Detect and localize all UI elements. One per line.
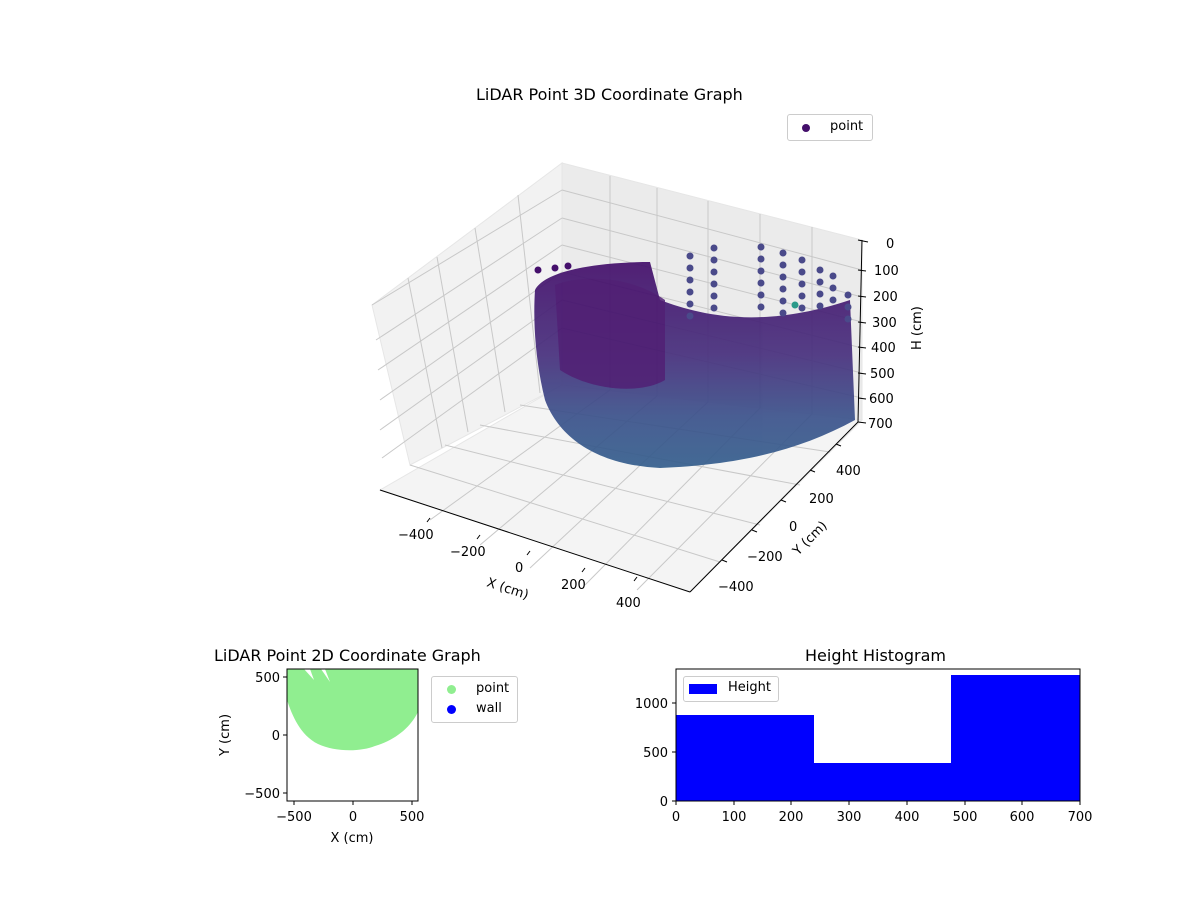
x-tick-label: 500	[400, 810, 425, 825]
legend-point-label: point	[830, 119, 864, 134]
x-tick-label: 0	[515, 561, 523, 576]
x-tick-label: 100	[722, 810, 747, 825]
x-tick-label: 300	[837, 810, 862, 825]
legend-wall-label: wall	[476, 701, 502, 716]
plot3d-title: LiDAR Point 3D Coordinate Graph	[476, 85, 743, 104]
hist-bar-2	[814, 763, 951, 801]
x-axis-label: X (cm)	[331, 831, 374, 846]
legend-point-label: point	[476, 681, 510, 696]
plot3d-legend: point	[787, 114, 873, 141]
legend-height-label: Height	[728, 680, 771, 695]
y-tick-label: 0	[789, 520, 797, 535]
z-tick-label: 500	[870, 367, 895, 382]
z-tick-label: 0	[886, 237, 894, 252]
x-tick-label: 200	[561, 578, 586, 593]
plot2d-title: LiDAR Point 2D Coordinate Graph	[214, 646, 481, 665]
x-tick-label: 400	[895, 810, 920, 825]
x-tick-label: −200	[450, 545, 486, 560]
x-tick-label: 700	[1068, 810, 1093, 825]
x-tick-label: −400	[398, 528, 434, 543]
x-tick-label: 0	[349, 810, 357, 825]
z-axis-label: H (cm)	[910, 306, 925, 350]
point-region	[287, 669, 418, 751]
y-tick-label: 1000	[635, 697, 668, 712]
hist-axes: 0 100 200 300 400 500 600 700 1000 500 0	[635, 668, 1093, 825]
y-axis-line	[689, 421, 859, 593]
z-tick-label: 200	[873, 290, 898, 305]
y-tick-label: 400	[836, 464, 861, 479]
plot2d-legend: point wall	[431, 676, 518, 723]
z-tick-label: 300	[872, 316, 897, 331]
y-axis-label: Y (cm)	[218, 714, 233, 757]
y-tick-label: −400	[718, 580, 754, 595]
x-tick-label: 400	[616, 596, 641, 611]
plot2d-axes: −500 0 500 500 0 −500 X (cm) Y (cm)	[218, 668, 425, 846]
hist-bar-3	[951, 675, 1080, 801]
x-tick-label: 0	[672, 810, 680, 825]
z-tick-label: 600	[869, 392, 894, 407]
y-tick-label: −200	[747, 550, 783, 565]
z-tick-label: 100	[874, 264, 899, 279]
plot3d-axes: −400 −200 0 200 400 −400 −200 0 200 400 …	[371, 162, 925, 611]
x-tick-label: 500	[953, 810, 978, 825]
y-tick-label: 0	[272, 729, 280, 744]
y-tick-label: −500	[244, 787, 280, 802]
y-tick-label: 500	[255, 671, 280, 686]
x-axis-label: X (cm)	[485, 576, 531, 604]
legend-wall-marker-icon	[447, 705, 456, 714]
point-columns	[534, 243, 852, 323]
legend-point-marker-icon	[802, 124, 810, 132]
hist-bar-1	[676, 715, 814, 801]
x-tick-label: 200	[779, 810, 804, 825]
hist-bars	[676, 675, 1080, 801]
z-tick-label: 700	[868, 417, 893, 432]
hist-legend: Height	[683, 676, 779, 702]
y-tick-label: 200	[809, 492, 834, 507]
x-tick-label: 600	[1010, 810, 1035, 825]
y-tick-label: 0	[660, 795, 668, 810]
x-tick-label: −500	[276, 810, 312, 825]
x-axis-line	[379, 489, 691, 593]
legend-point-marker-icon	[447, 685, 456, 694]
z-tick-label: 400	[871, 341, 896, 356]
y-tick-label: 500	[643, 746, 668, 761]
point-cloud	[534, 262, 855, 468]
hist-title: Height Histogram	[805, 646, 946, 665]
legend-height-swatch-icon	[689, 684, 717, 694]
